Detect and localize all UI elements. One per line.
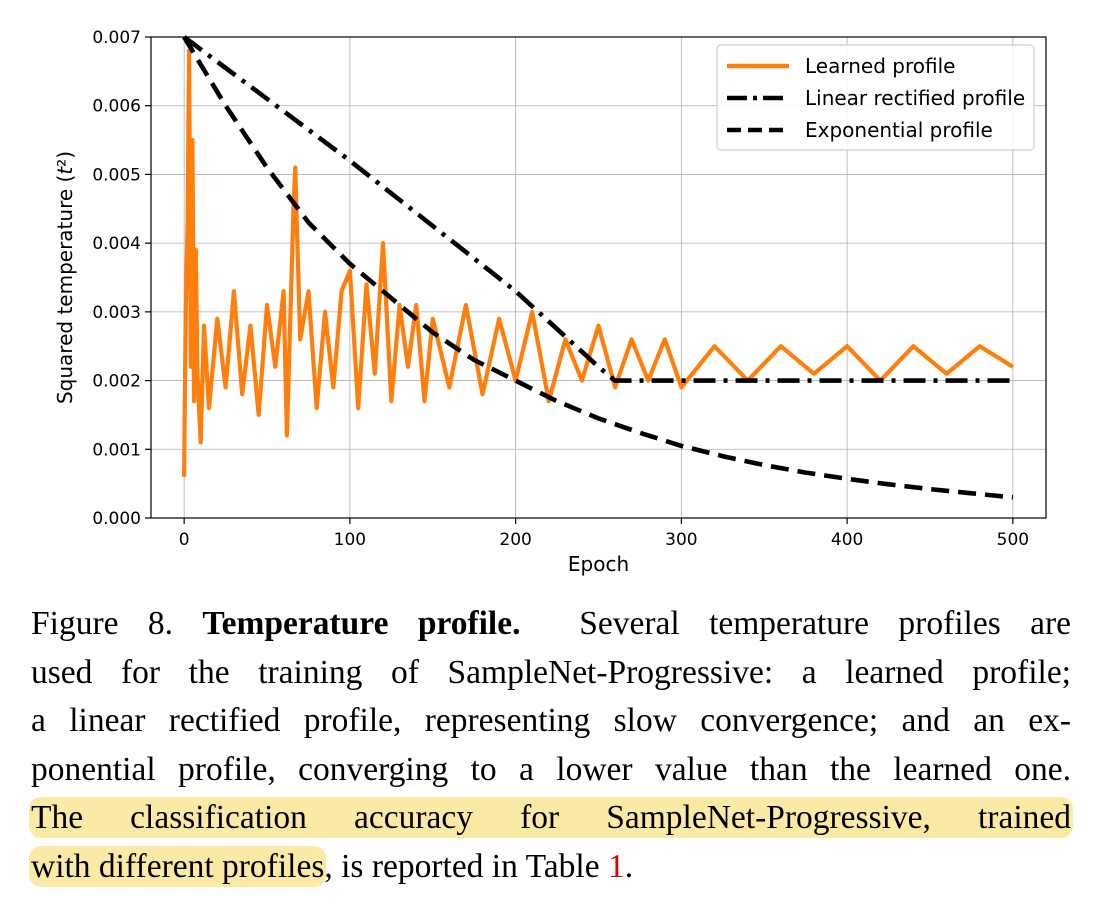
x-tick-label: 100: [334, 530, 366, 550]
y-tick-label: 0.004: [92, 234, 141, 254]
caption-text-1: Several temperature profiles are: [579, 605, 1072, 642]
caption-line-5: The classification accuracy for SampleNe…: [31, 794, 1071, 843]
plot-frame: [150, 36, 1047, 519]
caption-period: .: [624, 847, 634, 885]
caption-highlight-2: with different profiles: [31, 847, 325, 885]
legend-label: Linear rectified profile: [805, 86, 1025, 110]
chart-area: 0 100 200 300 400 500 0.000 0.001 0.002 0.003 0.0…: [53, 28, 1047, 576]
temperature-profile-chart: 0 100 200 300 400 500 0.0000.0010.0020.0030.0…: [53, 28, 1047, 576]
y-tick-label: 0.001: [92, 440, 141, 460]
y-tick-label: 0.006: [92, 97, 141, 117]
legend-label: Exponential profile: [805, 118, 993, 142]
y-tick-label: 0.002: [92, 372, 141, 392]
series-layer: [182, 35, 1015, 500]
caption-text-6: , is reported in Table: [324, 847, 600, 885]
caption-title: Temperature profile.: [202, 605, 521, 642]
caption-line-4: ponential profile, converging to a lower…: [31, 750, 1071, 788]
x-tick-label: 400: [831, 530, 863, 550]
y-axis-ticks: 0.000 0.001 0.002 0.003 0.004 0.005 0.006 0.007: [92, 28, 151, 529]
exponential-profile-line: [182, 35, 1014, 500]
x-tick-label: 300: [665, 530, 697, 550]
y-tick-label: 0.005: [92, 165, 141, 185]
legend-box: [716, 44, 1035, 151]
caption-highlight-1: The classification accuracy for SampleNe…: [31, 799, 1071, 836]
y-axis-label: Squared temperature (t²): [53, 151, 77, 404]
y-tick-label: 0.007: [92, 28, 141, 48]
legend: Learned profile Linear rectified profile E…: [716, 44, 1035, 151]
caption-line-6: with different profiles, is reported in …: [31, 843, 1071, 892]
x-axis-ticks: 0 100 200 300 400 500: [179, 518, 1029, 550]
x-tick-label: 500: [997, 530, 1029, 550]
y-tick-label: 0.003: [92, 303, 141, 323]
legend-label: Learned profile: [805, 54, 955, 78]
caption-line-3: a linear rectified profile, representing…: [31, 702, 1071, 739]
learned-profile-line: [182, 48, 1015, 477]
x-tick-label: 200: [499, 530, 531, 550]
table-reference-link[interactable]: 1: [607, 847, 625, 885]
x-tick-label: 0: [179, 530, 190, 550]
caption-line-2: used for the training of SampleNet-Progr…: [31, 653, 1071, 691]
figure-caption: Figure 8. Temperature profile. Several t…: [31, 600, 1071, 891]
x-axis-label: Epoch: [568, 552, 629, 576]
caption-figure-number: Figure 8.: [31, 605, 173, 642]
caption-line-1: Figure 8. Temperature profile. Several t…: [31, 600, 1071, 649]
linear-rectified-profile-line: [182, 35, 1013, 383]
y-tick-label: 0.000: [92, 509, 141, 529]
